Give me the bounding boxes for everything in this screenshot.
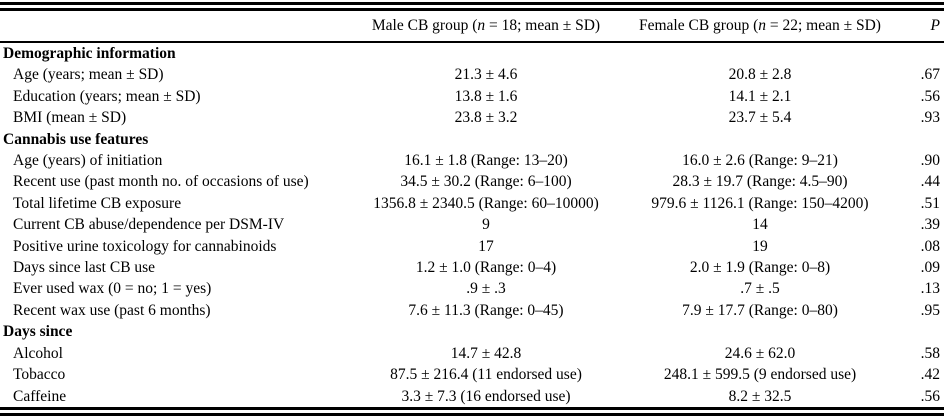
p-value-cell: .56 [920, 87, 940, 105]
table-row: Total lifetime CB exposure 1356.8 ± 2340.… [0, 193, 944, 214]
section-row: Days since [0, 321, 944, 342]
male-value-cell: 13.8 ± 1.6 [454, 87, 518, 105]
table-row: Recent wax use (past 6 months) 7.6 ± 11.3… [0, 300, 944, 321]
male-value-cell: 23.8 ± 3.2 [454, 109, 518, 127]
male-value-cell: 7.6 ± 11.3 (Range: 0–45) [408, 301, 564, 319]
table-row: Positive urine toxicology for cannabinoi… [0, 236, 944, 257]
male-value-cell: 9 [482, 216, 490, 234]
male-value-cell: .9 ± .3 [466, 280, 506, 298]
table-row: BMI (mean ± SD) 23.8 ± 3.2 23.7 ± 5.4 .93 [0, 107, 944, 128]
bottom-rule-line-2 [0, 412, 944, 416]
female-value-cell: 24.6 ± 62.0 [724, 344, 796, 362]
row-label: Tobacco [13, 366, 66, 384]
p-value-cell: .42 [920, 366, 940, 384]
row-label: Age (years; mean ± SD) [13, 66, 164, 84]
header-male-text-pre: Male CB group ( [371, 17, 478, 34]
header-p-symbol: P [930, 17, 940, 34]
p-value-cell: .90 [920, 152, 940, 170]
header-female-n-symbol: n [758, 17, 766, 34]
header-male-group: Male CB group (n = 18; mean ± SD) [349, 11, 623, 43]
row-label: Days since last CB use [13, 259, 156, 277]
table-row: Ever used wax (0 = no; 1 = yes) .9 ± .3 .7… [0, 278, 944, 299]
male-value-cell: 21.3 ± 4.6 [454, 66, 518, 84]
bottom-rule [0, 406, 944, 416]
table-body: Demographic information Age (years; mean … [0, 42, 944, 407]
p-value-cell: .13 [920, 280, 940, 298]
female-value-cell: 2.0 ± 1.9 (Range: 0–8) [689, 259, 831, 277]
row-label: Positive urine toxicology for cannabinoi… [13, 237, 277, 255]
female-value-cell: 16.0 ± 2.6 (Range: 9–21) [682, 152, 838, 170]
p-value-cell: .08 [920, 237, 940, 255]
female-value-cell: .7 ± .5 [740, 280, 780, 298]
row-label: Alcohol [13, 344, 63, 362]
p-value-cell: .95 [920, 301, 940, 319]
section-label: Cannabis use features [3, 130, 149, 148]
row-label: Total lifetime CB exposure [13, 194, 182, 212]
row-label: Ever used wax (0 = no; 1 = yes) [13, 280, 212, 298]
row-label: Age (years) of initiation [13, 152, 163, 170]
p-value-cell: .09 [920, 259, 940, 277]
male-value-cell: 14.7 ± 42.8 [450, 344, 522, 362]
header-female-group: Female CB group (n = 22; mean ± SD) [623, 11, 897, 43]
section-label: Days since [3, 323, 73, 341]
p-value-cell: .56 [920, 387, 940, 405]
header-female-text-post: = 22; mean ± SD) [766, 17, 881, 34]
male-value-cell: 17 [478, 237, 494, 255]
female-value-cell: 23.7 ± 5.4 [728, 109, 792, 127]
female-value-cell: 979.6 ± 1126.1 (Range: 150–4200) [651, 194, 869, 212]
demographics-table: Male CB group (n = 18; mean ± SD) Female… [0, 11, 944, 407]
top-rule-gap [0, 5, 944, 8]
female-value-cell: 8.2 ± 32.5 [728, 387, 792, 405]
male-value-cell: 16.1 ± 1.8 (Range: 13–20) [404, 152, 568, 170]
female-value-cell: 20.8 ± 2.8 [728, 66, 792, 84]
table-row: Days since last CB use 1.2 ± 1.0 (Range: … [0, 257, 944, 278]
header-empty-cell [0, 11, 349, 43]
male-value-cell: 34.5 ± 30.2 (Range: 6–100) [400, 173, 572, 191]
section-row: Cannabis use features [0, 129, 944, 150]
bottom-rule-line-1 [0, 406, 944, 410]
row-label: Current CB abuse/dependence per DSM-IV [13, 216, 285, 234]
female-value-cell: 14.1 ± 2.1 [728, 87, 792, 105]
male-value-cell: 1.2 ± 1.0 (Range: 0–4) [415, 259, 557, 277]
section-label: Demographic information [3, 45, 176, 62]
section-row: Demographic information [0, 42, 944, 64]
top-rule [0, 2, 944, 11]
p-value-cell: .39 [920, 216, 940, 234]
row-label: BMI (mean ± SD) [13, 109, 127, 127]
header-row: Male CB group (n = 18; mean ± SD) Female… [0, 11, 944, 43]
header-p-value: P [897, 11, 944, 43]
header-female-text-pre: Female CB group ( [639, 17, 759, 34]
header-male-n-symbol: n [477, 17, 486, 34]
header-male-text-post: = 18; mean ± SD) [485, 17, 601, 34]
female-value-cell: 248.1 ± 599.5 (9 endorsed use) [663, 366, 857, 384]
female-value-cell: 19 [752, 237, 768, 255]
table-row: Age (years; mean ± SD) 21.3 ± 4.6 20.8 ± 2… [0, 64, 944, 85]
bottom-rule-gap [0, 409, 944, 413]
table-row: Recent use (past month no. of occasions … [0, 171, 944, 192]
p-value-cell: .93 [920, 109, 940, 127]
table-row: Education (years; mean ± SD) 13.8 ± 1.6 14… [0, 86, 944, 107]
p-value-cell: .51 [920, 194, 940, 212]
female-value-cell: 14 [752, 216, 768, 234]
p-value-cell: .67 [920, 66, 940, 84]
p-value-cell: .44 [920, 173, 940, 191]
top-rule-line-1 [0, 2, 944, 5]
top-rule-line-2 [0, 8, 944, 11]
table-row: Tobacco 87.5 ± 216.4 (11 endorsed use) 248… [0, 364, 944, 385]
table-row: Age (years) of initiation 16.1 ± 1.8 (Ran… [0, 150, 944, 171]
row-label: Caffeine [13, 387, 67, 405]
male-value-cell: 87.5 ± 216.4 (11 endorsed use) [390, 366, 582, 384]
table-row: Alcohol 14.7 ± 42.8 24.6 ± 62.0 .58 [0, 343, 944, 364]
male-value-cell: 1356.8 ± 2340.5 (Range: 60–10000) [373, 194, 599, 212]
female-value-cell: 28.3 ± 19.7 (Range: 4.5–90) [672, 173, 848, 191]
row-label: Education (years; mean ± SD) [13, 87, 201, 105]
table-row: Current CB abuse/dependence per DSM-IV 9 1… [0, 214, 944, 235]
row-label: Recent wax use (past 6 months) [13, 301, 211, 319]
p-value-cell: .58 [920, 344, 940, 362]
row-label: Recent use (past month no. of occasions … [13, 173, 309, 191]
female-value-cell: 7.9 ± 17.7 (Range: 0–80) [682, 301, 838, 319]
table-row: Caffeine 3.3 ± 7.3 (16 endorsed use) 8.2 ±… [0, 386, 944, 407]
male-value-cell: 3.3 ± 7.3 (16 endorsed use) [401, 387, 571, 405]
